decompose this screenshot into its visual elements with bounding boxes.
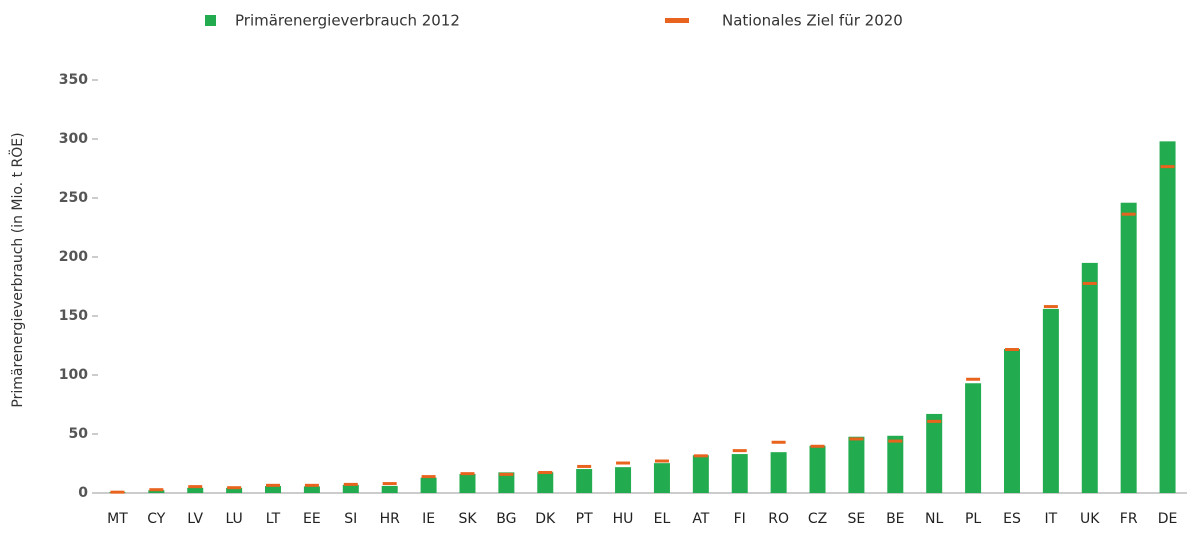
target-marker	[966, 377, 981, 381]
x-tick-label: ES	[1003, 511, 1021, 527]
bar	[1159, 141, 1176, 494]
target-marker	[616, 461, 631, 465]
target-marker	[149, 488, 164, 492]
bar	[615, 467, 632, 493]
target-marker	[421, 475, 436, 479]
target-marker	[266, 483, 281, 487]
y-tick-label: 100	[59, 367, 88, 383]
x-tick-label: BE	[886, 511, 904, 527]
x-tick-label: FI	[734, 511, 746, 527]
x-tick-label: BG	[496, 511, 516, 527]
y-axis-label: Primärenergieverbrauch (in Mio. t RÖE)	[8, 132, 26, 407]
bar	[498, 472, 515, 493]
y-tick-label: 0	[78, 485, 88, 501]
target-marker	[1043, 305, 1058, 309]
y-tick-label: 50	[69, 426, 89, 442]
x-tick-label: IT	[1045, 511, 1058, 527]
target-marker	[849, 437, 864, 441]
x-tick-label: LT	[266, 511, 281, 527]
bar	[537, 472, 554, 493]
x-tick-label: NL	[925, 511, 943, 527]
target-marker	[110, 490, 125, 494]
target-marker	[771, 440, 786, 444]
x-tick-label: DK	[535, 511, 556, 527]
x-tick-label: LU	[225, 511, 242, 527]
bar	[187, 487, 204, 493]
target-marker	[577, 464, 592, 468]
bar	[731, 454, 748, 493]
x-tick-label: RO	[768, 511, 789, 527]
legend-swatch	[205, 15, 216, 26]
x-tick-label: LV	[187, 511, 203, 527]
y-tick-label: 250	[59, 190, 88, 206]
x-tick-label: EE	[303, 511, 321, 527]
x-tick-label: CZ	[808, 511, 827, 527]
legend-swatch	[665, 18, 689, 23]
y-tick-label: 150	[59, 308, 88, 324]
y-tick-label: 350	[59, 72, 88, 88]
bar	[420, 477, 437, 493]
bar	[1120, 202, 1137, 493]
bar	[1042, 308, 1059, 493]
y-tick-label: 200	[59, 249, 88, 265]
legend-label: Nationales Ziel für 2020	[722, 12, 903, 30]
bar	[1003, 349, 1020, 493]
x-tick-label: PL	[965, 511, 981, 527]
bar	[887, 435, 904, 493]
bar	[770, 452, 787, 493]
x-tick-label: SI	[344, 511, 357, 527]
target-marker	[693, 454, 708, 458]
bar	[342, 484, 359, 493]
x-tick-label: HU	[613, 511, 634, 527]
x-tick-label: PT	[576, 511, 593, 527]
bar	[965, 383, 982, 493]
bar	[653, 463, 670, 493]
x-tick-label: EL	[654, 511, 671, 527]
x-tick-label: AT	[692, 511, 709, 527]
bar	[148, 490, 165, 493]
target-marker	[1121, 212, 1136, 216]
x-tick-label: FR	[1120, 511, 1138, 527]
target-marker	[188, 485, 203, 489]
target-marker	[654, 459, 669, 463]
target-marker	[1160, 165, 1175, 169]
x-tick-label: DE	[1158, 511, 1178, 527]
x-tick-label: UK	[1080, 511, 1100, 527]
x-tick-label: HR	[380, 511, 401, 527]
bar	[576, 469, 593, 493]
x-tick-label: MT	[107, 511, 128, 527]
target-marker	[382, 482, 397, 486]
target-marker	[538, 470, 553, 474]
bar	[809, 445, 826, 493]
bar	[926, 413, 943, 493]
target-marker	[732, 449, 747, 453]
target-marker	[460, 472, 475, 476]
bar	[692, 455, 709, 493]
target-marker	[1082, 281, 1097, 285]
target-marker	[343, 482, 358, 486]
x-tick-label: SE	[848, 511, 866, 527]
x-tick-label: IE	[422, 511, 435, 527]
bar	[848, 436, 865, 493]
legend-label: Primärenergieverbrauch 2012	[235, 12, 460, 30]
y-tick-label: 300	[59, 131, 88, 147]
target-marker	[888, 439, 903, 443]
target-marker	[227, 486, 242, 490]
bar	[226, 487, 243, 493]
target-marker	[304, 483, 319, 487]
bar	[303, 486, 320, 493]
target-marker	[927, 419, 942, 423]
bar	[381, 485, 398, 493]
x-tick-label: CY	[147, 511, 166, 527]
target-marker	[810, 444, 825, 448]
x-tick-label: SK	[458, 511, 477, 527]
bar	[459, 474, 476, 493]
bar	[1081, 262, 1098, 493]
bar	[265, 486, 282, 493]
target-marker	[499, 472, 514, 476]
target-marker	[1004, 348, 1019, 352]
